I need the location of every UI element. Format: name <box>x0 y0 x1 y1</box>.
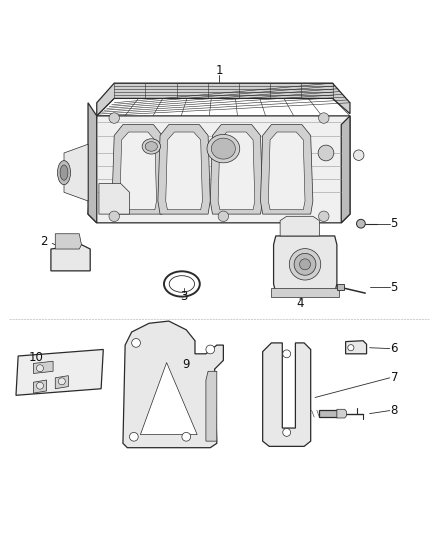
Polygon shape <box>55 376 68 389</box>
Polygon shape <box>112 125 164 214</box>
Text: 4: 4 <box>296 297 304 310</box>
Ellipse shape <box>60 165 68 180</box>
Polygon shape <box>218 132 255 210</box>
Circle shape <box>109 211 120 222</box>
Polygon shape <box>141 362 197 434</box>
Polygon shape <box>210 125 263 214</box>
Text: 1: 1 <box>215 64 223 77</box>
Polygon shape <box>33 361 53 374</box>
Circle shape <box>36 382 43 389</box>
Ellipse shape <box>142 139 160 154</box>
Bar <box>337 285 344 290</box>
Circle shape <box>36 365 43 372</box>
Text: 5: 5 <box>391 280 398 294</box>
Polygon shape <box>263 343 311 446</box>
Polygon shape <box>337 409 346 418</box>
Polygon shape <box>272 288 339 297</box>
Ellipse shape <box>300 259 311 270</box>
Ellipse shape <box>289 248 321 280</box>
Circle shape <box>206 345 215 354</box>
Polygon shape <box>206 372 217 441</box>
Text: 9: 9 <box>183 358 190 372</box>
Text: 2: 2 <box>40 235 47 248</box>
Circle shape <box>218 211 229 222</box>
Text: 7: 7 <box>391 372 398 384</box>
Polygon shape <box>16 350 103 395</box>
Text: 3: 3 <box>180 290 188 303</box>
Circle shape <box>182 432 191 441</box>
Polygon shape <box>99 183 130 214</box>
Text: 10: 10 <box>29 351 44 364</box>
Polygon shape <box>268 132 305 210</box>
Polygon shape <box>166 132 202 210</box>
Polygon shape <box>97 83 350 116</box>
Circle shape <box>283 350 290 358</box>
Polygon shape <box>120 132 156 210</box>
Polygon shape <box>88 103 97 223</box>
Polygon shape <box>88 116 350 223</box>
Circle shape <box>130 432 138 441</box>
Polygon shape <box>280 216 319 236</box>
Text: 5: 5 <box>391 217 398 230</box>
Polygon shape <box>341 116 350 223</box>
Polygon shape <box>274 236 337 293</box>
Circle shape <box>353 150 364 160</box>
Polygon shape <box>158 125 210 214</box>
Circle shape <box>132 338 141 348</box>
Circle shape <box>357 220 365 228</box>
Polygon shape <box>55 234 81 249</box>
Ellipse shape <box>57 160 71 184</box>
Polygon shape <box>64 144 88 201</box>
Ellipse shape <box>294 253 316 275</box>
Circle shape <box>318 211 329 222</box>
Circle shape <box>58 378 65 385</box>
Circle shape <box>318 113 329 123</box>
Circle shape <box>109 113 120 123</box>
Text: 6: 6 <box>391 342 398 355</box>
Polygon shape <box>261 125 313 214</box>
Polygon shape <box>319 410 337 417</box>
Circle shape <box>348 345 354 351</box>
Polygon shape <box>33 380 46 393</box>
Text: 8: 8 <box>391 404 398 417</box>
Ellipse shape <box>145 142 157 151</box>
Ellipse shape <box>212 138 235 159</box>
Ellipse shape <box>207 134 240 163</box>
Polygon shape <box>346 341 367 354</box>
Polygon shape <box>51 245 90 271</box>
Polygon shape <box>123 321 223 448</box>
Circle shape <box>318 145 334 161</box>
Circle shape <box>283 429 290 437</box>
